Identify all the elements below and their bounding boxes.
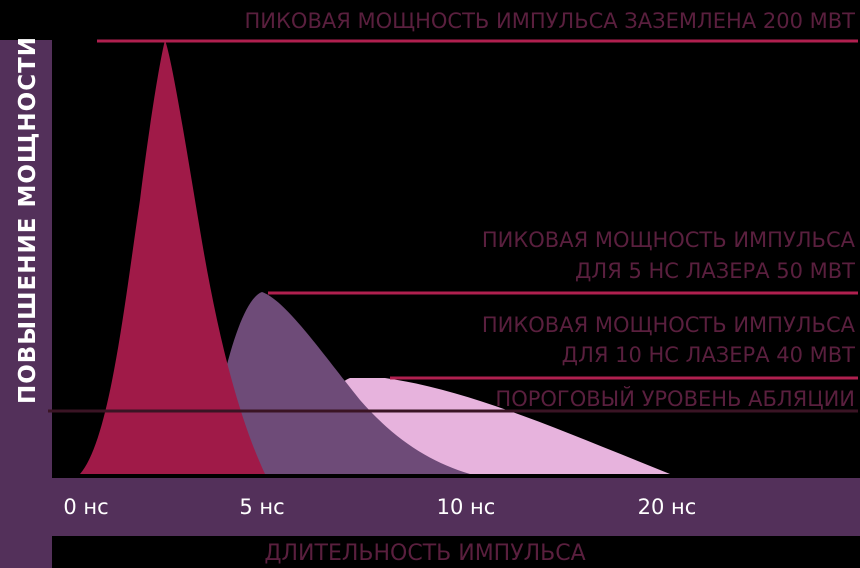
annotation-peak-mid-line1: ПИКОВАЯ МОЩНОСТЬ ИМПУЛЬСА	[482, 228, 856, 252]
x-tick-0ns: 0 нс	[63, 495, 108, 519]
x-axis-label: ДЛИТЕЛЬНОСТЬ ИМПУЛЬСА	[264, 541, 585, 566]
x-tick-20ns: 20 нс	[638, 495, 697, 519]
annotation-peak-high: ПИКОВАЯ МОЩНОСТЬ ИМПУЛЬСА ЗАЗЕМЛЕНА 200 …	[245, 9, 856, 33]
annotation-peak-mid-line2: ДЛЯ 5 НС ЛАЗЕРА 50 МВТ	[575, 259, 855, 283]
annotation-peak-low-line1: ПИКОВАЯ МОЩНОСТЬ ИМПУЛЬСА	[482, 313, 856, 337]
pulse-10ns	[205, 292, 470, 474]
x-axis-band	[0, 478, 860, 536]
pulse-5ns	[80, 40, 265, 474]
x-tick-10ns: 10 нс	[437, 495, 496, 519]
y-axis-label: ПОВЫШЕНИЕ МОЩНОСТИ	[15, 36, 41, 404]
annotation-peak-low-line2: ДЛЯ 10 НС ЛАЗЕРА 40 МВТ	[562, 343, 856, 367]
annotation-threshold: ПОРОГОВЫЙ УРОВЕНЬ АБЛЯЦИИ	[495, 386, 855, 411]
x-tick-5ns: 5 нс	[239, 495, 284, 519]
